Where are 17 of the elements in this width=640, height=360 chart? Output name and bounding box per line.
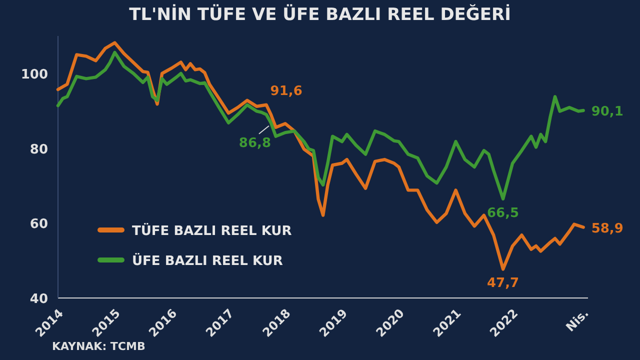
y-tick-label: 80 bbox=[30, 142, 48, 158]
legend-label: ÜFE BAZLI REEL KUR bbox=[132, 252, 283, 269]
text: KAYNAK: TCMB bbox=[52, 340, 146, 353]
chart-title: TL'NİN TÜFE VE ÜFE BAZLI REEL DEĞERİ bbox=[129, 4, 511, 25]
x-tick-label: Nis. bbox=[563, 306, 592, 334]
annotation: 90,1 bbox=[591, 104, 624, 120]
line-series bbox=[56, 41, 585, 271]
line-series bbox=[56, 50, 585, 200]
legend-label: TÜFE BAZLI REEL KUR bbox=[132, 222, 292, 239]
y-tick-label: 60 bbox=[30, 217, 48, 232]
y-tick-label: 100 bbox=[20, 67, 48, 82]
annotation: 66,5 bbox=[487, 206, 520, 221]
annotation: 47,7 bbox=[487, 276, 520, 292]
annotation: 86,8 bbox=[238, 136, 272, 151]
annotation: 58,9 bbox=[591, 221, 624, 236]
annotation: 91,6 bbox=[270, 84, 302, 99]
y-tick-label: 40 bbox=[30, 292, 48, 307]
